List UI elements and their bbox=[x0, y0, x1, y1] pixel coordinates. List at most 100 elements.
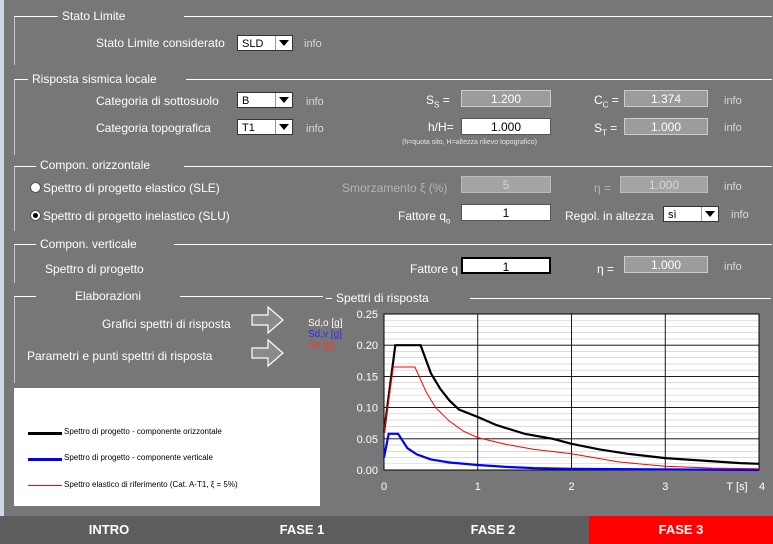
ss-value: 1.200 bbox=[461, 90, 551, 107]
x-tick-label: 1 bbox=[475, 481, 481, 493]
eta-vert-label: η = bbox=[597, 262, 615, 276]
orizzontale-section bbox=[14, 166, 772, 231]
topografica-select[interactable]: T1 bbox=[237, 119, 293, 135]
sottosuolo-info-link[interactable]: info bbox=[306, 96, 324, 108]
series-line-2 bbox=[383, 366, 760, 470]
smorzamento-label: Smorzamento ξ (%) bbox=[342, 181, 448, 195]
y-tick-label: 0.00 bbox=[357, 465, 378, 477]
topografica-label: Categoria topografica bbox=[96, 121, 211, 135]
st-info-link[interactable]: info bbox=[724, 122, 742, 134]
eta-vert-info-link[interactable]: info bbox=[724, 261, 742, 273]
y-tick-label: 0.15 bbox=[357, 371, 378, 383]
legend-line-horizontal bbox=[28, 432, 62, 435]
topografica-info-link[interactable]: info bbox=[306, 123, 324, 135]
legend-text-elastic: Spettro elastico di riferimento (Cat. A-… bbox=[64, 480, 238, 489]
ss-label: SS = bbox=[426, 93, 450, 110]
fattore-q-vert-input[interactable]: 1 bbox=[461, 257, 551, 274]
y-tick-label: 0.25 bbox=[357, 309, 378, 321]
x-tick-label: 0 bbox=[381, 481, 387, 493]
grafici-spettri-label[interactable]: Grafici spettri di risposta bbox=[102, 317, 231, 331]
y-tick-label: 0.20 bbox=[357, 340, 378, 352]
regol-info-link[interactable]: info bbox=[731, 209, 749, 221]
window-left-edge bbox=[0, 0, 4, 516]
fattore-qo-main: Fattore q bbox=[398, 209, 447, 223]
legend-text-horizontal: Spettro di progetto - componente orizzon… bbox=[64, 427, 222, 436]
series-line-0 bbox=[382, 344, 760, 465]
arrow-right-icon[interactable] bbox=[250, 337, 286, 369]
chart-legend: Spettro di progetto - componente orizzon… bbox=[14, 388, 320, 506]
tab-fase-1[interactable]: FASE 1 bbox=[207, 516, 397, 544]
verticale-title: Compon. verticale bbox=[36, 237, 174, 251]
regol-altezza-select[interactable]: sì bbox=[663, 206, 719, 222]
y-tick-label: 0.10 bbox=[357, 403, 378, 415]
st-label-sub: T bbox=[602, 128, 607, 138]
chart-frame-line bbox=[326, 298, 771, 299]
stato-limite-title: Stato Limite bbox=[58, 9, 184, 23]
parametri-spettri-label[interactable]: Parametri e punti spettri di risposta bbox=[27, 349, 213, 363]
smorzamento-value: 5 bbox=[461, 176, 551, 193]
eta-oriz-label: η = bbox=[594, 181, 612, 195]
chart-title: Spettri di risposta bbox=[332, 291, 470, 305]
stato-limite-considerato-label: Stato Limite considerato bbox=[96, 36, 225, 50]
sottosuolo-value: B bbox=[242, 95, 250, 107]
elastic-radio[interactable] bbox=[30, 182, 41, 193]
fattore-qo-input[interactable]: 1 bbox=[461, 204, 551, 221]
spettro-verticale-label: Spettro di progetto bbox=[45, 262, 144, 276]
x-tick-label: 3 bbox=[662, 481, 668, 493]
phase-tabs: INTRO FASE 1 FASE 2 FASE 3 bbox=[0, 516, 773, 544]
x-tick-label: 4 bbox=[759, 481, 765, 493]
hh-input[interactable]: 1.000 bbox=[461, 118, 551, 135]
chevron-down-icon[interactable] bbox=[275, 36, 292, 50]
x-tick-label: 2 bbox=[568, 481, 574, 493]
chevron-down-icon[interactable] bbox=[701, 207, 718, 221]
hh-label: h/H= bbox=[428, 120, 454, 134]
orizzontale-title: Compon. orizzontale bbox=[36, 158, 184, 172]
tab-fase-3[interactable]: FASE 3 bbox=[589, 516, 773, 544]
legend-line-vertical bbox=[28, 458, 62, 461]
arrow-right-icon[interactable] bbox=[250, 304, 286, 336]
topografica-value: T1 bbox=[242, 122, 255, 134]
stato-limite-value: SLD bbox=[242, 38, 264, 50]
stato-limite-section bbox=[14, 16, 772, 65]
chevron-down-icon[interactable] bbox=[275, 93, 292, 107]
sottosuolo-select[interactable]: B bbox=[237, 92, 293, 108]
st-value: 1.000 bbox=[624, 118, 708, 135]
legend-line-elastic bbox=[28, 485, 62, 486]
x-axis-label: T [s] bbox=[726, 481, 747, 493]
verticale-section bbox=[14, 244, 772, 283]
ss-label-sub: S bbox=[434, 100, 440, 110]
regol-altezza-label: Regol. in altezza bbox=[565, 209, 654, 223]
stato-limite-info-link[interactable]: info bbox=[304, 38, 322, 50]
tab-fase-2[interactable]: FASE 2 bbox=[400, 516, 586, 544]
y-axis-label-0: Sd,o [g] bbox=[308, 318, 343, 329]
cc-label-main: C bbox=[594, 93, 603, 107]
cc-label: CC = bbox=[594, 93, 619, 110]
st-label-main: S bbox=[594, 121, 603, 135]
cc-info-link[interactable]: info bbox=[724, 95, 742, 107]
tab-intro[interactable]: INTRO bbox=[14, 516, 204, 544]
cc-label-sub: C bbox=[602, 100, 609, 110]
chevron-down-icon[interactable] bbox=[275, 120, 292, 134]
cc-value: 1.374 bbox=[624, 90, 708, 107]
legend-text-vertical: Spettro di progetto - componente vertica… bbox=[64, 453, 213, 462]
y-axis-label-2: Se [g] bbox=[308, 340, 334, 351]
inelastic-radio[interactable] bbox=[30, 210, 41, 221]
fattore-qo-label: Fattore qo bbox=[398, 209, 450, 228]
response-spectra-chart: 0.00 0.05 0.10 0.15 0.20 0.25 0 1 2 3 4 T [s] Sd,o [… bbox=[308, 309, 765, 493]
ss-label-main: S bbox=[426, 93, 435, 107]
st-label: ST = bbox=[594, 121, 618, 138]
elastic-label[interactable]: Spettro di progetto elastico (SLE) bbox=[43, 181, 220, 195]
risposta-sismica-section bbox=[14, 79, 772, 155]
y-axis-label-1: Sd,v [g] bbox=[308, 329, 342, 340]
risposta-sismica-title: Risposta sismica locale bbox=[28, 72, 186, 86]
eta-vert-value: 1.000 bbox=[624, 256, 708, 273]
inelastic-label[interactable]: Spettro di progetto inelastico (SLU) bbox=[43, 209, 230, 223]
eta-oriz-value: 1.000 bbox=[620, 176, 708, 193]
y-tick-label: 0.05 bbox=[357, 434, 378, 446]
eta-oriz-info-link[interactable]: info bbox=[724, 181, 742, 193]
fattore-qo-sub: o bbox=[446, 216, 451, 226]
stato-limite-select[interactable]: SLD bbox=[237, 35, 293, 51]
series-line-1 bbox=[382, 432, 760, 472]
hh-note: (h=quota sito, H=altezza rilievo topogra… bbox=[402, 139, 538, 146]
fattore-q-vert-label: Fattore q bbox=[410, 262, 459, 276]
